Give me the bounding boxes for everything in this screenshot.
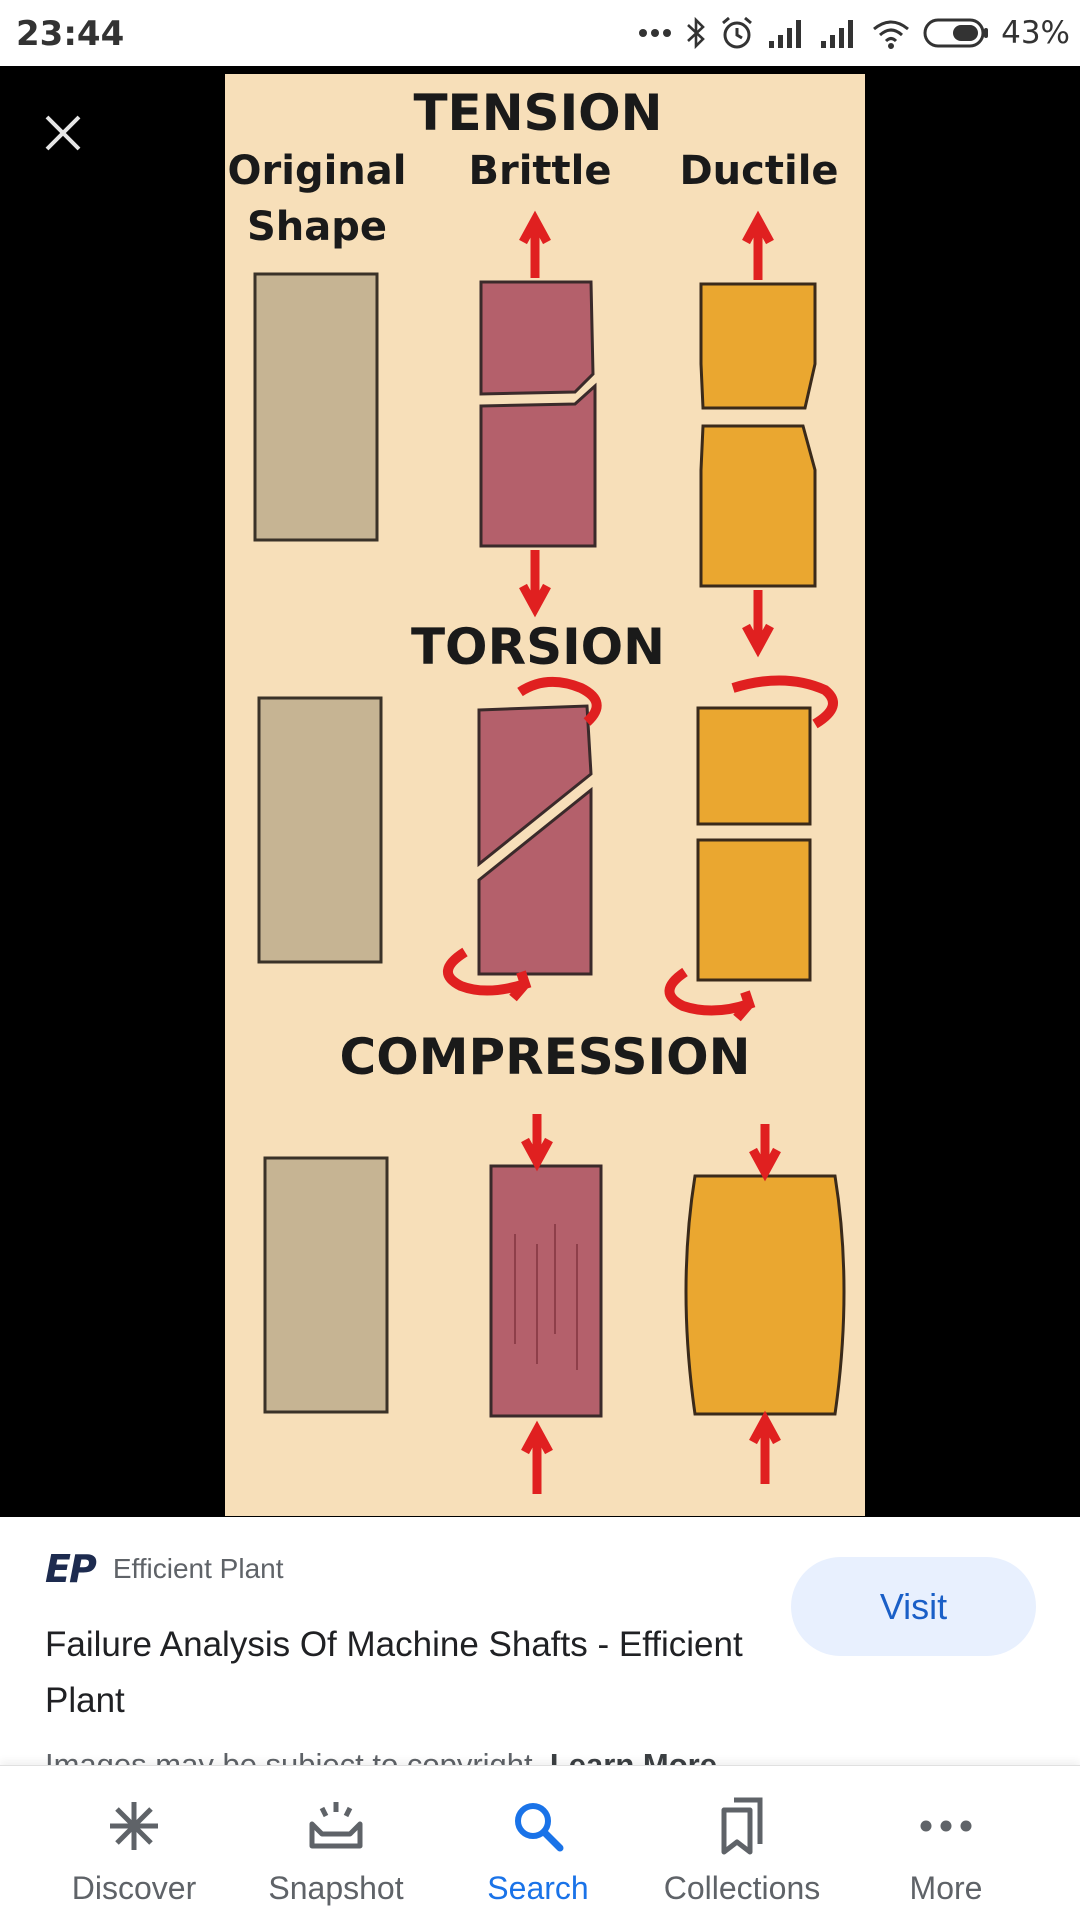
signal-icon [821,20,854,48]
snapshot-icon [304,1794,368,1858]
original-shape-tension [253,272,379,542]
arrow-compression-ductile-up [749,1410,781,1484]
arrow-compression-brittle-up [521,1420,553,1494]
brittle-tension-top [479,280,595,396]
compression-heading: COMPRESSION [340,1028,751,1086]
nav-more-label: More [909,1870,983,1906]
status-time: 23:44 [16,14,125,54]
ductile-compression [684,1174,846,1416]
twist-arrow-brittle-top [517,676,602,726]
wifi-icon [873,20,910,49]
torsion-heading: TORSION [411,618,665,676]
brittle-torsion-bottom [477,786,593,976]
asterisk-icon [102,1794,166,1858]
brittle-compression [489,1164,603,1418]
ductile-tension-bottom [699,424,817,588]
alarm-icon [722,16,753,49]
nav-search-label: Search [487,1870,589,1906]
arrow-tension-brittle-up [519,210,551,278]
original-shape-compression [263,1156,389,1414]
copyright-notice: Images may be subject to copyright. Lear… [45,1747,717,1765]
original-shape-torsion [257,696,383,964]
arrow-tension-ductile-up [742,210,774,280]
copyright-text: Images may be subject to copyright. [45,1747,542,1765]
signal-icon [769,20,802,48]
arrow-tension-brittle-down [519,550,551,618]
search-icon [506,1794,570,1858]
source-name: Efficient Plant [112,1553,284,1584]
status-bar: 23:44 43% [0,0,1080,66]
original-label-line2: Shape [247,204,387,250]
nav-discover[interactable]: Discover [54,1766,214,1920]
arrow-compression-brittle-down [521,1114,553,1172]
status-icons: 43% [637,10,1070,56]
ductile-torsion-top [696,706,812,826]
failure-diagram-image: TENSION Original Shape Brittle Ductile T… [225,74,865,1516]
more-icon [914,1794,978,1858]
learn-more-link[interactable]: Learn More [549,1747,717,1765]
nav-snapshot-label: Snapshot [268,1870,404,1906]
battery-percentage: 43% [1001,15,1070,51]
nav-search[interactable]: Search [458,1766,618,1920]
ductile-label: Ductile [679,148,838,194]
bottom-navigation: Discover Snapshot Search Collections Mor… [0,1765,1080,1920]
bluetooth-icon [687,16,705,50]
battery-icon [923,18,989,48]
brittle-tension-bottom [479,382,597,548]
nav-discover-label: Discover [71,1870,197,1906]
arrow-tension-ductile-down [742,590,774,658]
result-info-panel: EP Efficient Plant Failure Analysis Of M… [0,1517,1080,1765]
brittle-torsion-top [477,704,593,868]
brittle-label: Brittle [468,148,611,194]
twist-arrow-ductile-top [731,675,838,729]
source-logo: EP [45,1547,97,1591]
arrow-compression-ductile-down [749,1124,781,1182]
visit-button[interactable]: Visit [791,1557,1036,1656]
more-dots-icon [639,29,672,37]
image-viewer: TENSION Original Shape Brittle Ductile T… [0,66,1080,1517]
nav-collections-label: Collections [663,1870,821,1906]
original-label-line1: Original [228,148,407,194]
source-row[interactable]: EP Efficient Plant [45,1547,284,1591]
nav-more[interactable]: More [866,1766,1026,1920]
ductile-torsion-bottom [696,838,812,982]
close-button[interactable] [36,106,90,160]
twist-arrow-ductile-bottom [664,967,756,1022]
failure-diagram-svg: TENSION Original Shape Brittle Ductile T… [228,84,846,1494]
result-title[interactable]: Failure Analysis Of Machine Shafts - Eff… [45,1625,743,1720]
nav-snapshot[interactable]: Snapshot [256,1766,416,1920]
nav-collections[interactable]: Collections [642,1766,842,1920]
close-icon [45,115,81,151]
collections-icon [710,1794,774,1858]
ductile-tension-top [699,282,817,410]
twist-arrow-brittle-bottom [443,947,532,1002]
tension-heading: TENSION [413,84,662,142]
